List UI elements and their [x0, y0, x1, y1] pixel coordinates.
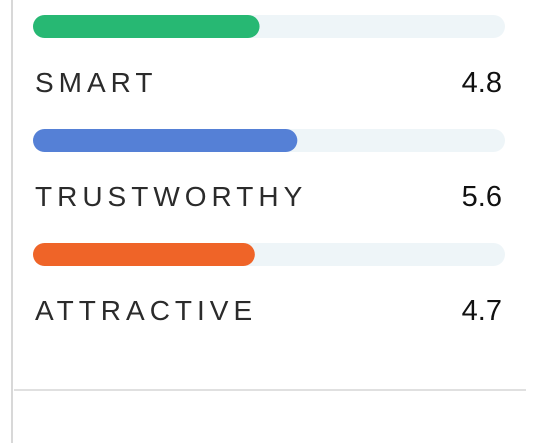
bar — [33, 243, 255, 266]
value-label: 4.7 — [462, 295, 502, 327]
category-label: SMART — [35, 67, 158, 98]
bar — [33, 15, 260, 38]
value-label: 5.6 — [462, 181, 502, 213]
category-label: TRUSTWORTHY — [35, 181, 307, 212]
bar — [33, 129, 298, 152]
category-label: ATTRACTIVE — [35, 295, 257, 326]
value-label: 4.8 — [462, 67, 502, 99]
